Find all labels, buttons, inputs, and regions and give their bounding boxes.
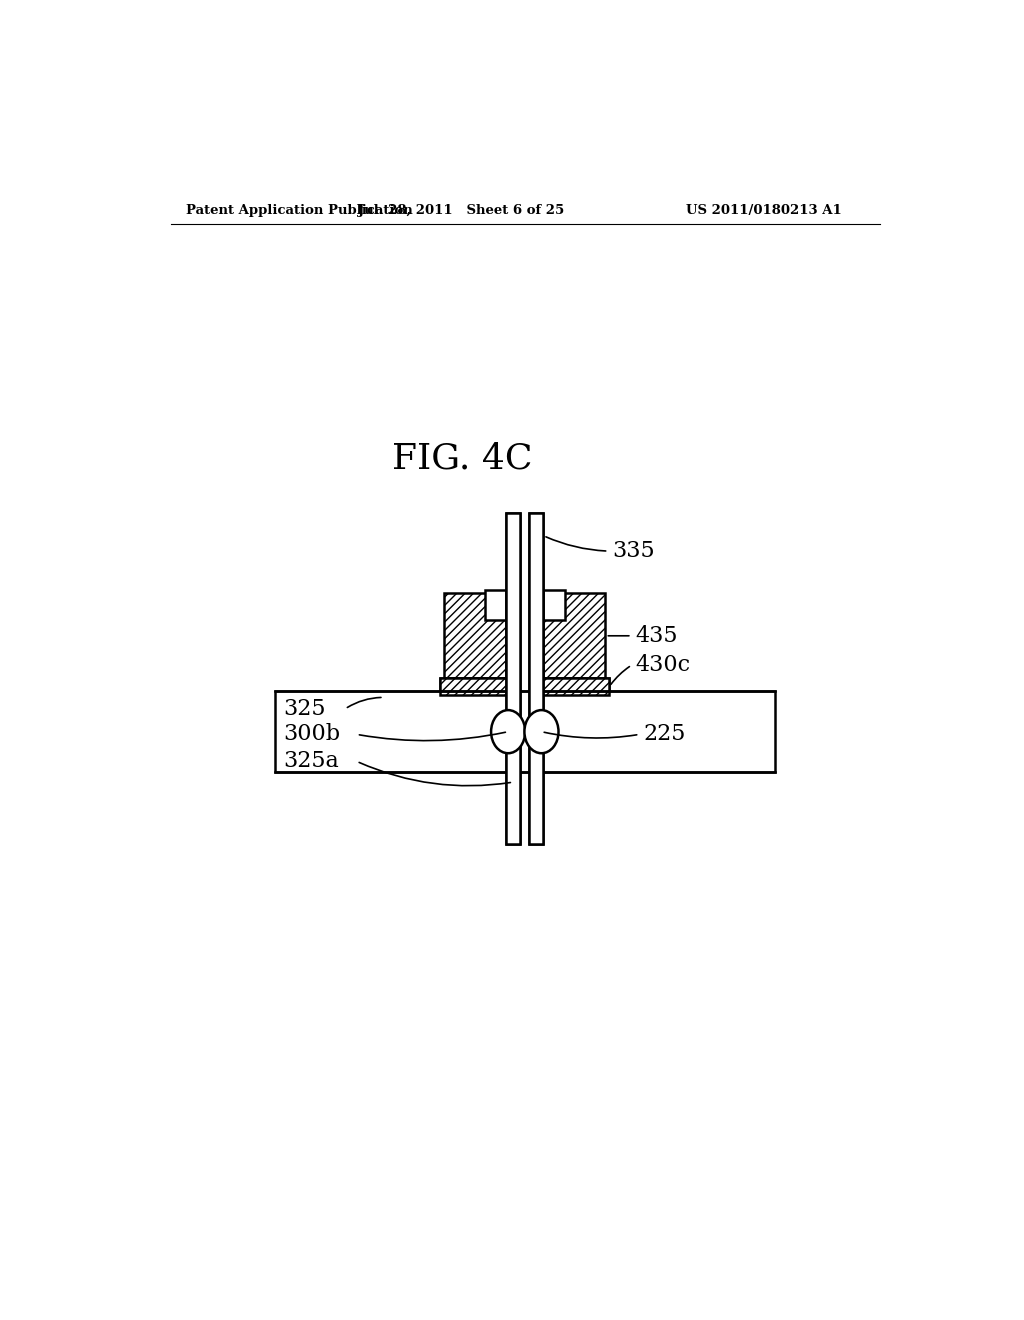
Ellipse shape <box>524 710 558 754</box>
Text: 435: 435 <box>636 624 678 647</box>
Bar <box>540 678 609 696</box>
Bar <box>506 512 520 843</box>
Bar <box>440 678 510 696</box>
Bar <box>529 512 544 843</box>
Text: FIG. 4C: FIG. 4C <box>391 442 532 475</box>
Bar <box>275 692 775 772</box>
Text: 300b: 300b <box>283 723 340 746</box>
Bar <box>538 692 611 772</box>
Text: 325a: 325a <box>283 750 339 772</box>
Bar <box>438 692 512 772</box>
Text: 335: 335 <box>612 540 655 562</box>
Text: Patent Application Publication: Patent Application Publication <box>186 205 413 218</box>
Bar <box>484 590 506 620</box>
Bar <box>275 692 440 772</box>
Text: US 2011/0180213 A1: US 2011/0180213 A1 <box>686 205 842 218</box>
Ellipse shape <box>492 710 525 754</box>
Bar <box>544 590 565 620</box>
Bar <box>544 594 605 678</box>
Text: 325: 325 <box>283 698 326 719</box>
Bar <box>609 692 775 772</box>
Bar <box>444 594 506 678</box>
Bar <box>540 678 609 696</box>
Text: 430c: 430c <box>636 653 691 676</box>
Text: Jul. 28, 2011   Sheet 6 of 25: Jul. 28, 2011 Sheet 6 of 25 <box>358 205 564 218</box>
Bar <box>440 678 510 696</box>
Bar <box>506 512 520 843</box>
Bar <box>505 692 545 772</box>
Text: 225: 225 <box>643 723 686 746</box>
Bar <box>529 512 544 843</box>
